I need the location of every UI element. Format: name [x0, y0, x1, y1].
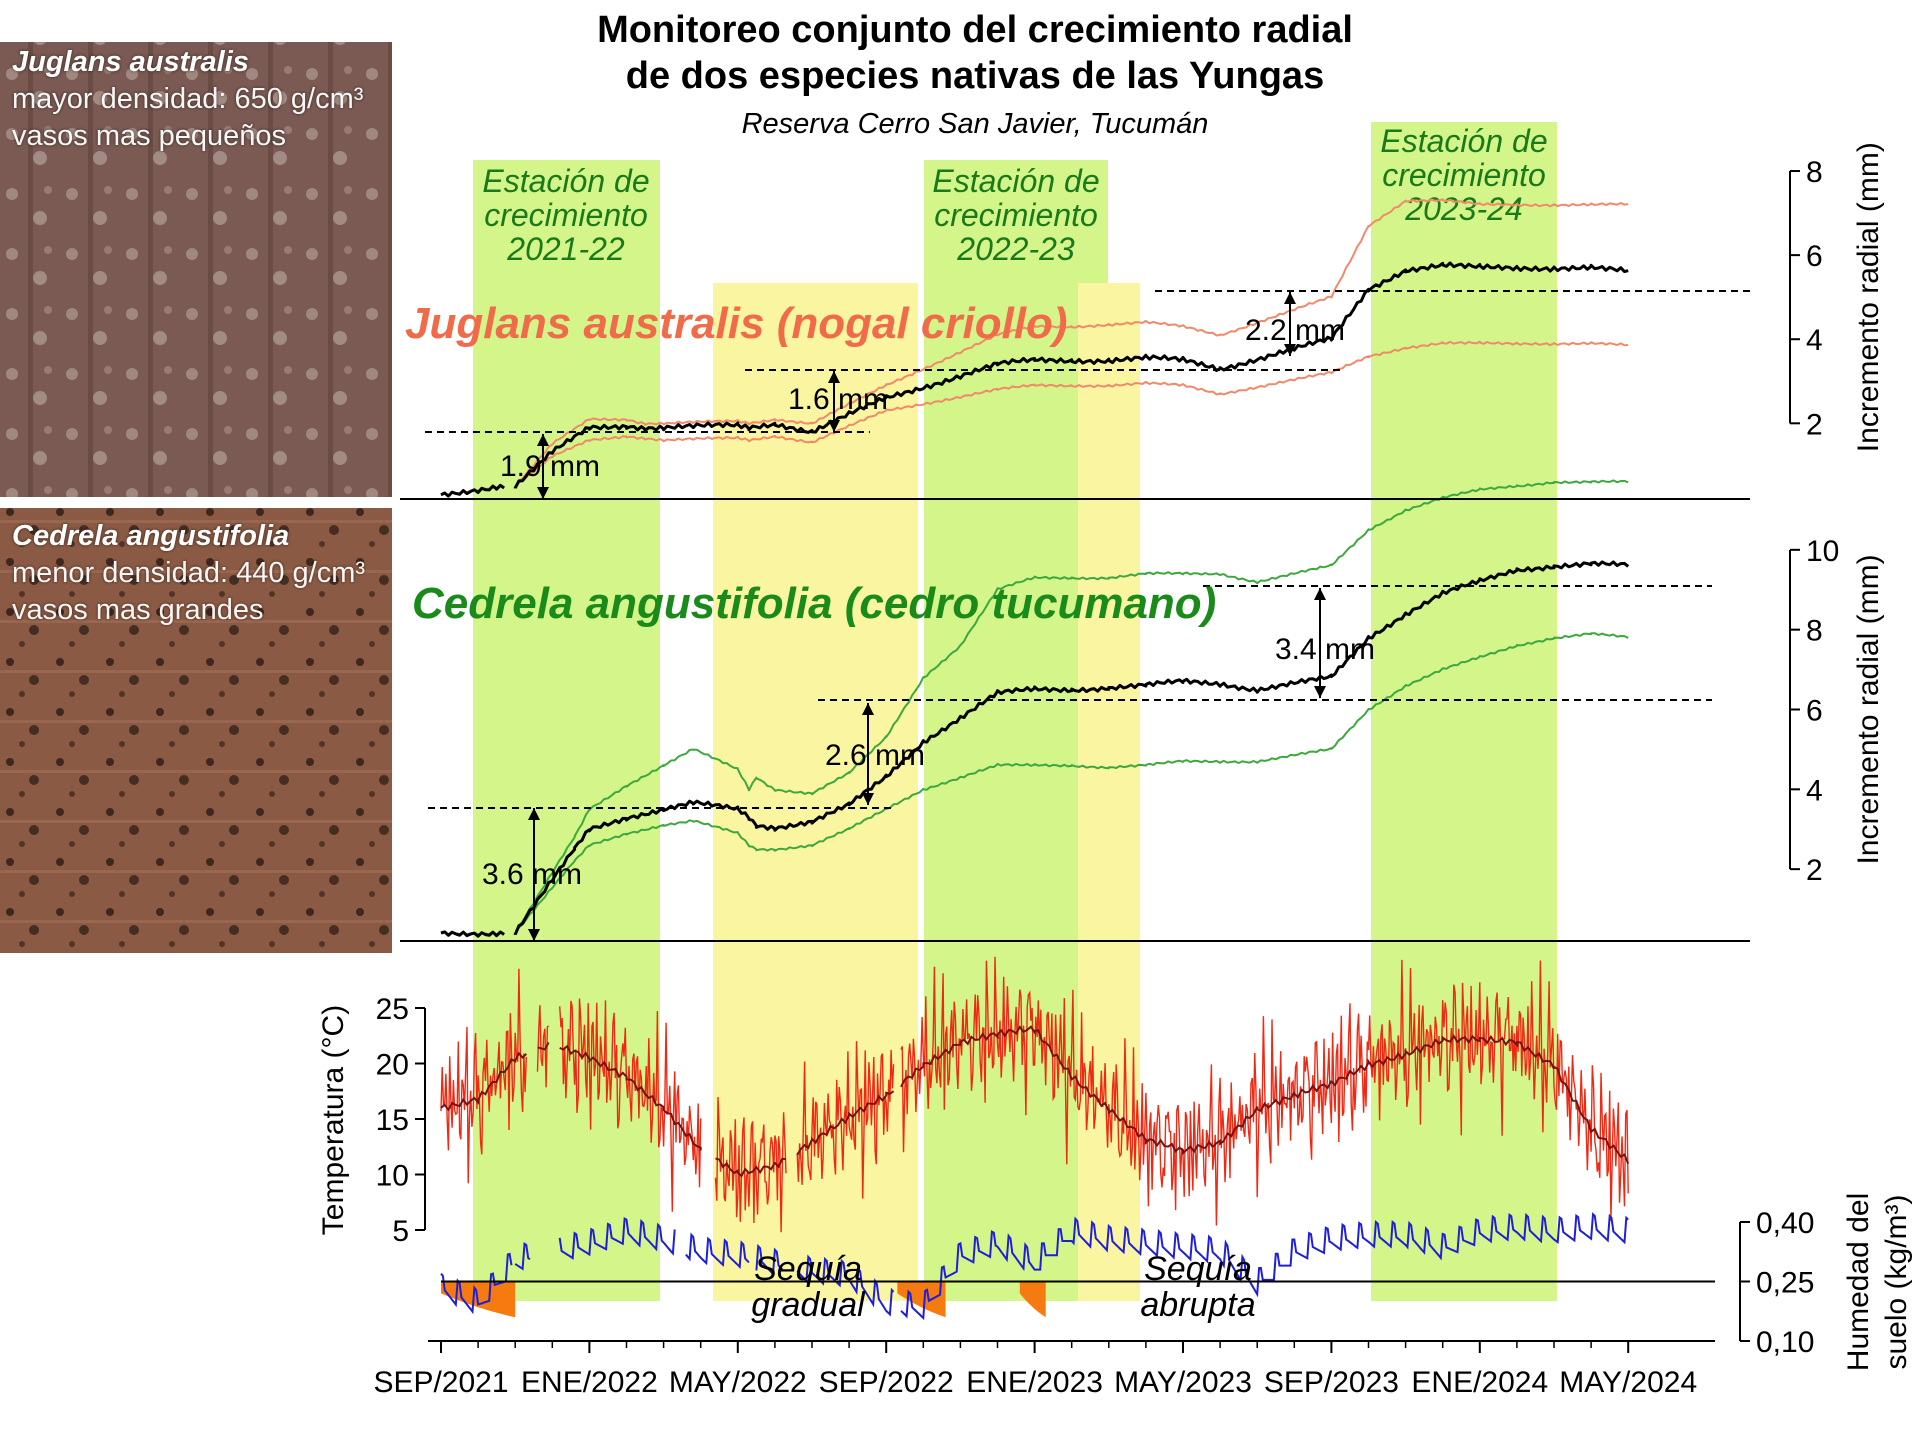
climate-panel: 5 10 15 20 25 Temperatura (°C) 0,40 0,25 0,10 Hum… — [317, 956, 1913, 1371]
season-band — [473, 160, 660, 1301]
juglans-series-label: Juglans australis (nogal criollo) — [405, 299, 1068, 348]
arrow-head — [1314, 686, 1326, 698]
season-label-line: Estación de — [932, 163, 1099, 199]
juglans-panel: 2 4 6 8 Incremento radial (mm) 1.9 mm 1.6 mm 2.… — [425, 142, 1885, 499]
difference-label: 2.6 mm — [825, 739, 925, 772]
left-tick-label: 15 — [376, 1104, 409, 1137]
juglans-photo-density: mayor densidad: 650 g/cm³ — [12, 83, 364, 115]
arrow-head — [528, 929, 540, 941]
season-label-line: 2021-22 — [506, 231, 625, 267]
series-line-mean — [440, 261, 1629, 498]
season-label-line: 2023-24 — [1404, 191, 1522, 227]
soil-deficit-area — [1019, 1281, 1046, 1318]
right-axis-label: Humedad del — [1842, 1193, 1875, 1371]
series-line-mean — [440, 560, 1630, 938]
chart-title-line2: de dos especies nativas de las Yungas — [626, 55, 1324, 97]
y-tick-label: 4 — [1806, 774, 1823, 807]
x-tick-label: MAY/2022 — [669, 1366, 807, 1399]
arrow-head — [862, 793, 874, 805]
cedrela-photo-caption: Cedrela angustifolia menor densidad: 440… — [12, 518, 365, 629]
juglans-photo-vessels: vasos mas pequeños — [12, 120, 287, 152]
temperature-daily-line — [440, 956, 1629, 1233]
y-tick-label: 8 — [1806, 156, 1823, 189]
right-tick-label: 0,25 — [1756, 1267, 1814, 1300]
right-tick-label: 0,10 — [1756, 1326, 1814, 1359]
season-label-line: crecimiento — [1382, 157, 1546, 193]
cedrela-photo-vessels: vasos mas grandes — [12, 594, 264, 626]
arrow-head — [528, 808, 540, 820]
x-tick-label: MAY/2023 — [1114, 1366, 1252, 1399]
soil-deficit-area — [897, 1281, 946, 1318]
x-tick-label: SEP/2021 — [373, 1366, 508, 1399]
drought-annotation: abrupta — [1140, 1286, 1255, 1324]
arrow-head — [537, 434, 549, 446]
season-band — [1371, 122, 1557, 1301]
left-tick-label: 5 — [392, 1215, 409, 1248]
cedrela-photo-species: Cedrela angustifolia — [12, 520, 290, 552]
juglans-photo-caption: Juglans australis mayor densidad: 650 g/… — [12, 44, 363, 155]
chart-title-line1: Monitoreo conjunto del crecimiento radia… — [597, 9, 1353, 51]
cedrela-panel: 2 4 6 8 10 Incremento radial (mm) 3.6 mm 2.6 mm… — [428, 479, 1885, 941]
drought-annotation: gradual — [751, 1286, 866, 1324]
arrow-head — [828, 371, 840, 383]
arrow-head — [537, 487, 549, 499]
y-tick-label: 10 — [1806, 535, 1839, 568]
difference-label: 1.6 mm — [788, 383, 888, 416]
difference-label: 3.4 mm — [1275, 633, 1375, 666]
cedrela-wood-photo — [0, 508, 392, 953]
left-axis-label: Temperatura (°C) — [317, 1005, 350, 1235]
juglans-wood-photo — [0, 42, 392, 497]
drought-annotation: Sequía — [754, 1250, 862, 1288]
temperature-mean-line — [440, 1025, 1630, 1178]
y-tick-label: 2 — [1806, 854, 1823, 887]
cedrela-series-label: Cedrela angustifolia (cedro tucumano) — [412, 579, 1216, 628]
x-tick-label: SEP/2023 — [1264, 1366, 1399, 1399]
arrow-head — [828, 420, 840, 432]
x-tick-label: ENE/2024 — [1411, 1366, 1548, 1399]
x-tick-label: ENE/2023 — [966, 1366, 1103, 1399]
difference-label: 1.9 mm — [500, 450, 600, 483]
left-tick-label: 20 — [376, 1049, 409, 1082]
y-tick-label: 2 — [1806, 408, 1823, 441]
season-label-line: 2022-23 — [956, 231, 1075, 267]
left-tick-label: 25 — [376, 993, 409, 1026]
x-tick-label: MAY/2024 — [1559, 1366, 1697, 1399]
difference-label: 3.6 mm — [482, 858, 582, 891]
right-tick-label: 0,40 — [1756, 1207, 1814, 1240]
y-tick-label: 6 — [1806, 240, 1823, 273]
difference-label: 2.2 mm — [1245, 314, 1345, 347]
drought-annotation: Sequía — [1144, 1250, 1252, 1288]
soil-moisture-line — [440, 1212, 1629, 1321]
arrow-head — [1284, 292, 1296, 304]
season-band — [924, 160, 1108, 1301]
y-tick-label: 6 — [1806, 694, 1823, 727]
arrow-head — [1284, 344, 1296, 356]
right-axis-label: suelo (kg/m³) — [1880, 1194, 1913, 1369]
x-tick-label: ENE/2022 — [521, 1366, 658, 1399]
arrow-head — [862, 703, 874, 715]
y-tick-label: 4 — [1806, 324, 1823, 357]
season-label-line: Estación de — [1380, 123, 1547, 159]
y-tick-label: 8 — [1806, 615, 1823, 648]
season-label-line: crecimiento — [934, 197, 1098, 233]
chart-subtitle: Reserva Cerro San Javier, Tucumán — [742, 108, 1209, 140]
arrow-head — [1314, 588, 1326, 600]
juglans-photo-species: Juglans australis — [12, 46, 249, 78]
season-bands — [473, 122, 1557, 1301]
x-tick-label: SEP/2022 — [819, 1366, 954, 1399]
left-tick-label: 10 — [376, 1160, 409, 1193]
season-label-line: Estación de — [482, 163, 649, 199]
y-axis-label: Incremento radial (mm) — [1852, 554, 1885, 864]
x-axis: SEP/2021 ENE/2022 MAY/2022 SEP/2022 ENE/2023… — [373, 1340, 1715, 1399]
y-axis-label: Incremento radial (mm) — [1852, 142, 1885, 452]
season-label-line: crecimiento — [484, 197, 648, 233]
cedrela-photo-density: menor densidad: 440 g/cm³ — [12, 557, 366, 589]
